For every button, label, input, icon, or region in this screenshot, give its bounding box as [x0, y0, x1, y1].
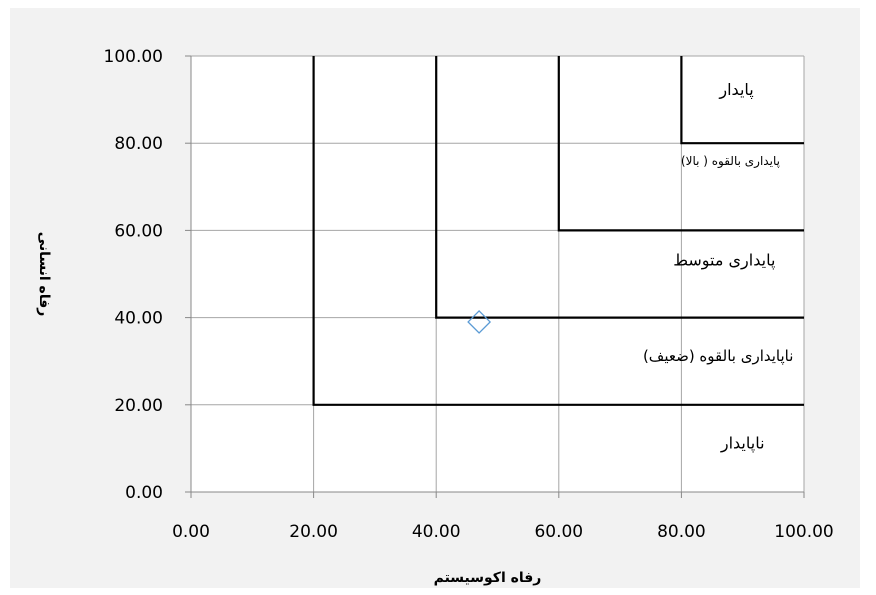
y-tick-label: 100.00 [104, 47, 163, 67]
x-tick-label: 40.00 [412, 522, 461, 542]
region-label: ناپایداری بالقوه (ضعیف) [643, 347, 793, 366]
region-label: پایدار [718, 80, 753, 100]
x-axis-title: رفاه اکوسیستم [434, 570, 542, 586]
x-tick-label: 20.00 [289, 522, 338, 542]
region-label: پایداری متوسط [673, 250, 775, 270]
boundary-line [680, 56, 804, 145]
y-axis-title: رفاه انسانی [36, 232, 52, 317]
region-label: پایداری بالقوه ( بالا) [681, 154, 780, 169]
boundary-line [557, 56, 804, 232]
y-tick-label: 0.00 [125, 483, 163, 503]
x-tick-label: 100.00 [774, 522, 833, 542]
x-tick-label: 60.00 [534, 522, 583, 542]
y-tick-label: 40.00 [114, 309, 163, 329]
boundary-line [435, 56, 804, 319]
y-tick-label: 80.00 [114, 134, 163, 154]
data-point-marker [467, 310, 492, 334]
x-tick-label: 80.00 [657, 522, 706, 542]
boundary-line [312, 56, 804, 406]
plot-area [191, 56, 804, 492]
y-tick-label: 20.00 [114, 396, 163, 416]
y-tick-label: 60.00 [114, 221, 163, 241]
x-tick-label: 0.00 [172, 522, 210, 542]
region-label: ناپایدار [720, 433, 765, 453]
